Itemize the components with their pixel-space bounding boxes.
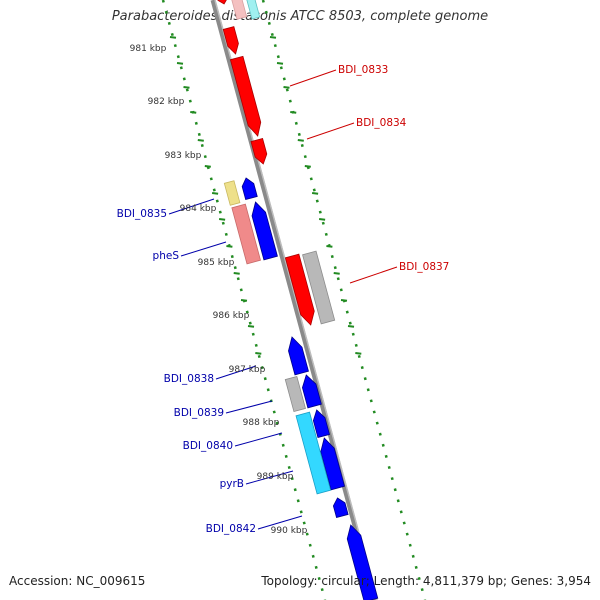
ruler-tick [190, 111, 197, 114]
gene-arrow [229, 55, 262, 137]
label-leader-line [168, 198, 215, 215]
label-leader-line [289, 69, 337, 87]
gene-arrow [217, 0, 227, 5]
ruler-tick-label: 988 kbp [243, 418, 280, 428]
label-leader-line [257, 515, 303, 530]
gene-arrow [241, 177, 258, 201]
ruler-tick [169, 36, 177, 39]
ruler-tick-label: 989 kbp [257, 472, 294, 482]
ruler-tick-label: 983 kbp [165, 151, 202, 161]
pseudo-gene-box [302, 250, 336, 325]
ruler-tick-label: 985 kbp [198, 258, 235, 268]
gene-label: BDI_0834 [356, 117, 407, 129]
ruler-tick-label: 981 kbp [130, 44, 167, 54]
gene-label: BDI_0842 [206, 523, 256, 535]
gene-label: pyrB [220, 478, 244, 490]
ruler-tick-labels: 981 kbp 982 kbp 983 kbp 984 kbp 985 kbp 986 k… [130, 44, 308, 536]
ruler-tick [304, 165, 311, 168]
ruler-tick [233, 272, 240, 275]
ruler-tick [326, 245, 333, 248]
label-leader-line [306, 122, 355, 140]
gene-box [246, 0, 261, 20]
ruler-tick [340, 299, 348, 302]
gene-arrow [332, 497, 349, 519]
genome-backbone [210, 0, 378, 600]
gene-box [295, 411, 332, 495]
label-leader-line [225, 400, 273, 414]
gene-box [231, 203, 261, 265]
gene-features [217, 0, 379, 600]
ruler-tick-label: 982 kbp [148, 97, 185, 107]
ruler-tick [355, 352, 362, 355]
ruler-tracks [161, 0, 427, 600]
ruler-tick [318, 218, 326, 221]
gene-label: pheS [153, 250, 180, 262]
accession-text: Accession: NC_009615 [9, 574, 146, 588]
gene-arrow [346, 524, 379, 600]
ruler-tick [290, 111, 297, 114]
ruler-tick-label: 986 kbp [213, 311, 250, 321]
label-leader-line [215, 365, 257, 380]
ruler-tick [218, 218, 226, 221]
ruler-tick [333, 272, 340, 275]
ruler-tick [311, 192, 319, 195]
ruler-tick [183, 86, 190, 89]
ruler-tick-label: 990 kbp [271, 526, 308, 536]
gene-arrow [302, 374, 322, 409]
gene-label: BDI_0833 [338, 64, 388, 76]
label-leader-line [180, 241, 227, 257]
ruler-tick [269, 36, 277, 39]
ruler-tick [204, 165, 211, 168]
gene-box [223, 180, 241, 206]
label-leaders [168, 69, 398, 530]
ruler-tick [297, 139, 304, 142]
ruler-tick [176, 62, 184, 65]
label-leader-line [234, 432, 283, 447]
label-leader-line [245, 470, 294, 485]
gene-arrow [320, 437, 346, 491]
label-leader-line [349, 266, 398, 284]
gene-labels: BDI_0833 BDI_0834 BDI_0837 BDI_0835 pheS BDI_… [117, 64, 450, 535]
gene-label: BDI_0835 [117, 208, 167, 220]
gene-label: BDI_0839 [174, 407, 224, 419]
ruler-tick [211, 192, 219, 195]
gene-label: BDI_0837 [399, 261, 449, 273]
ruler-tick [255, 352, 262, 355]
ruler-tick [240, 299, 248, 302]
gene-arrow [222, 26, 239, 55]
gene-arrow [250, 137, 268, 165]
ruler-tick [283, 86, 290, 89]
gene-label: BDI_0838 [164, 373, 214, 385]
gene-arrow [312, 409, 331, 439]
ruler-tick [226, 245, 233, 248]
gene-label: BDI_0840 [183, 440, 233, 452]
ruler-tick [276, 62, 284, 65]
gene-arrow [251, 201, 278, 261]
gene-arrow [284, 253, 315, 326]
gene-arrow [288, 336, 309, 376]
ruler-tick-label: 987 kbp [229, 365, 266, 375]
ruler-tick [247, 325, 255, 328]
gene-box [231, 0, 248, 20]
ruler-tick [197, 139, 204, 142]
map-title: Parabacteroides distasonis ATCC 8503, co… [111, 9, 489, 24]
pseudo-gene-box [284, 375, 306, 413]
ruler-tick [347, 325, 355, 328]
genome-summary-text: Topology: circular; Length: 4,811,379 bp… [261, 574, 591, 588]
ruler-tick-label: 984 kbp [180, 204, 217, 214]
